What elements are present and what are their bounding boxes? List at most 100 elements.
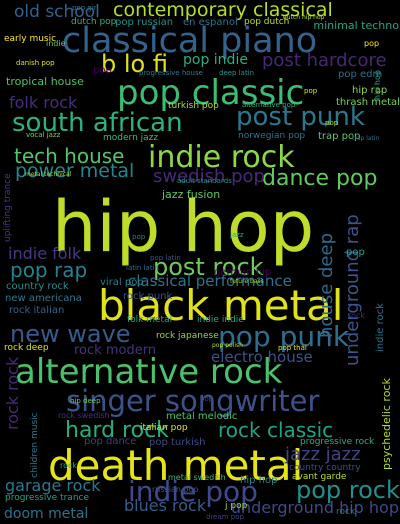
- word-pop-3: pop: [346, 247, 365, 258]
- word-modern-jazz: modern jazz: [103, 133, 159, 143]
- word-indie-indie: indie indie: [197, 315, 244, 325]
- word-jazz-1: jazz: [230, 231, 244, 239]
- word-rock-deep: rock deep: [4, 343, 49, 353]
- word-pop-dance: pop dance: [84, 436, 137, 447]
- word-pop-5: pop: [364, 39, 380, 48]
- word-south-african: south african: [12, 108, 183, 138]
- word-pop-dutch: pop dutch: [244, 17, 290, 27]
- word-rock-rock: rock rock: [3, 356, 22, 430]
- word-adult-standards: adult standards: [177, 177, 232, 185]
- word-metal-swedish: metal swedish: [168, 473, 226, 482]
- word-minimal-techno: minimal techno: [313, 19, 399, 32]
- word-hard-rock: hard rock: [65, 418, 169, 443]
- word-avant-garde: avant garde: [292, 472, 347, 482]
- word-indie-1: indie: [46, 39, 66, 48]
- word-dance-pop: dance pop: [262, 166, 378, 191]
- word-j-pop: j pop: [225, 501, 248, 511]
- word-progressive-rock: progressive rock: [300, 437, 375, 447]
- word-hip-hop: hip hop: [52, 186, 315, 268]
- word-contemporary-classical: contemporary classical: [113, 0, 333, 21]
- word-underground-rap: underground rap: [342, 214, 363, 366]
- word-folk-metal: folk metal: [127, 315, 173, 325]
- word-pop-edm: pop edm: [338, 69, 383, 80]
- word-black-metal: black metal: [98, 281, 344, 330]
- word-rock-punk: rock punk: [123, 291, 173, 302]
- word-electro-house: electro house: [211, 348, 313, 366]
- word-new-wave: new wave: [10, 320, 131, 348]
- word-classical-performance: classical performance: [128, 272, 292, 290]
- word-vocal-jazz: vocal jazz: [26, 131, 61, 139]
- word-pop-6: pop: [132, 233, 146, 241]
- word-pop-thai: pop thai: [278, 344, 307, 352]
- word-rock-classic: rock classic: [218, 418, 334, 442]
- word-rock-1: rock: [336, 507, 356, 517]
- word-tropical-house: tropical house: [6, 75, 84, 88]
- word-early-music: early music: [4, 34, 57, 44]
- word-german-hip: german hip: [214, 267, 272, 278]
- word-death-metal: death metal: [48, 441, 304, 490]
- word-pop-polish: pop polish: [212, 342, 243, 349]
- word-indie-rock: indie rock: [148, 140, 295, 175]
- word-metal-melodic: metal melodic: [166, 411, 238, 422]
- word-hip-rap: hip rap: [352, 85, 388, 96]
- word-uplifting-trance: uplifting trance: [3, 173, 13, 242]
- word-underground-hip-hop: underground hip hop: [230, 498, 399, 517]
- word-country-country: country country: [289, 463, 361, 473]
- word-post-punk: post punk: [236, 102, 365, 132]
- word-tech-house: tech house: [14, 144, 125, 168]
- word-dream-pop: dream pop: [206, 513, 244, 521]
- word-folk-rock: folk rock: [9, 93, 78, 112]
- word-post-hardcore: post hardcore: [262, 50, 387, 71]
- word-pop-russian: pop russian: [115, 17, 174, 28]
- word-jazz-jazz: jazz jazz: [285, 444, 361, 465]
- word-swedish-pop: swedish pop: [153, 166, 265, 187]
- word-trap-latin: trap latin: [352, 135, 380, 142]
- word-pop-2: pop: [200, 395, 214, 403]
- word-pop-1: pop: [93, 65, 112, 76]
- word-house-deep: house deep: [316, 232, 337, 338]
- word-pop-4: pop: [304, 87, 318, 95]
- word-singer-songwriter: singer songwriter: [66, 384, 320, 418]
- word-psychedelic-rock: psychedelic rock: [380, 378, 393, 470]
- word-classical-piano: classical piano: [62, 21, 318, 61]
- word-blues-rock: blues rock: [124, 496, 207, 515]
- word-hip-hop-small: hip hop: [240, 475, 278, 486]
- word-garage-rock: garage rock: [5, 476, 101, 495]
- word-pop-latin: pop latin: [150, 254, 181, 262]
- word-norwegian-pop: norwegian pop: [238, 131, 306, 141]
- word-post-rock: post rock: [153, 253, 264, 281]
- word-hip-deep: hip deep: [70, 397, 101, 405]
- word-pop-punk: pop punk: [218, 320, 350, 353]
- word-doom-metal: doom metal: [4, 506, 89, 522]
- word-jazz-fusion: jazz fusion: [162, 188, 221, 201]
- word-indie-rock-vertical: indie rock: [375, 303, 386, 352]
- word-hip-hop-vertical: hip hop: [373, 70, 382, 100]
- word-rock-swedish: rock swedish: [58, 411, 110, 420]
- word-deep-latin: deep latin: [219, 69, 255, 77]
- word-dutch-pop: dutch pop: [71, 17, 117, 27]
- word-rock-2: rock: [60, 461, 78, 470]
- word-old-school: old school: [14, 2, 100, 22]
- word-pop-rock: pop rock: [296, 476, 400, 504]
- word-russian-pop: russian pop: [152, 485, 199, 494]
- word-progressive-house: progressive house: [139, 69, 203, 77]
- word-power-metal: power metal: [15, 160, 135, 182]
- word-new-americana: new americana: [5, 293, 82, 304]
- word-pop-girl: pop girl: [72, 4, 99, 12]
- word-danish-pop: danish pop: [16, 59, 55, 67]
- word-trap-pop: trap pop: [318, 131, 361, 142]
- word-pop-classic: pop classic: [117, 73, 305, 113]
- word-latin-latin: latin latin: [126, 264, 159, 272]
- word-b-lo-fi: b lo fi: [101, 50, 168, 78]
- word-pop-turkish: pop turkish: [149, 437, 206, 448]
- word-indie-pop: indie pop: [128, 475, 258, 508]
- word-en-espanol: en espanol: [183, 17, 238, 28]
- word-pop-7: pop: [325, 119, 339, 127]
- word-rock-italian: rock italian: [9, 305, 65, 316]
- word-italian-pop: italian pop: [140, 423, 188, 433]
- word-future-bass: future bass: [230, 278, 264, 285]
- word-viral-pop: viral pop: [100, 277, 144, 288]
- word-indie-folk: indie folk: [8, 244, 82, 263]
- word-pop-indie: pop indie: [183, 52, 248, 68]
